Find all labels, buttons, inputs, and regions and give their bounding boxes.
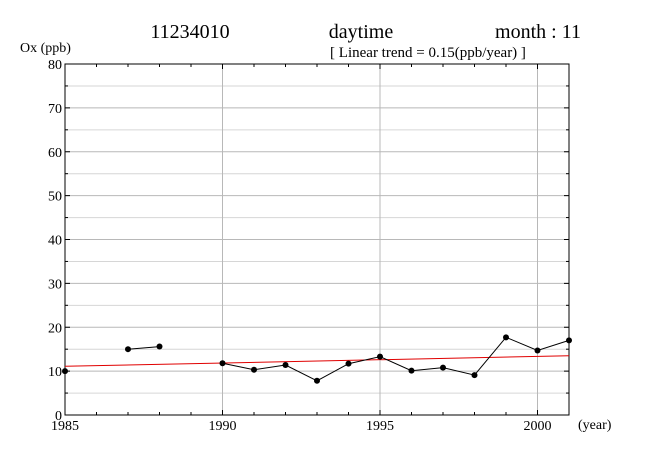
- data-point: [534, 347, 541, 354]
- series-layer: [62, 334, 572, 384]
- trend-line: [64, 355, 570, 367]
- data-point: [440, 364, 446, 371]
- data-point: [219, 360, 226, 367]
- y-tick-label: 60: [48, 146, 62, 161]
- data-point: [377, 353, 383, 360]
- data-point: [251, 366, 257, 373]
- y-tick-label: 50: [48, 190, 62, 205]
- trend-layer: [64, 355, 570, 367]
- data-point: [503, 334, 509, 341]
- data-point: [314, 377, 320, 384]
- y-tick-label: 70: [48, 102, 62, 117]
- y-tick-label: 20: [48, 321, 62, 336]
- x-tick-label: 1985: [51, 419, 79, 434]
- y-tick-label: 40: [48, 234, 62, 249]
- x-tick-label: 1995: [366, 419, 394, 434]
- data-point: [62, 368, 68, 375]
- y-tick-label: 0: [55, 409, 62, 424]
- station-id: 11234010: [150, 21, 229, 43]
- month-label: month : 11: [495, 21, 581, 43]
- y-tick-label: 10: [48, 365, 62, 380]
- trend-label: [ Linear trend = 0.15(ppb/year) ]: [330, 45, 526, 61]
- y-tick-label: 80: [48, 58, 62, 73]
- x-tick-label: 2000: [524, 419, 552, 434]
- data-point: [282, 361, 289, 368]
- data-point: [471, 372, 478, 379]
- tick-labels: 0 10 20 30 40 50 60 70 80 1985 1990 1995 2000: [48, 58, 552, 434]
- data-point: [156, 343, 163, 350]
- data-point: [345, 360, 352, 367]
- data-point: [125, 346, 131, 353]
- y-tick-label: 30: [48, 277, 62, 292]
- series-line: [127, 346, 160, 350]
- series-line: [222, 336, 570, 382]
- period-label: daytime: [329, 21, 394, 43]
- grid: [64, 63, 570, 416]
- y-axis-label: Ox (ppb): [20, 41, 71, 56]
- x-axis-label: (year): [578, 418, 612, 433]
- data-point: [566, 337, 572, 344]
- data-point: [408, 367, 415, 374]
- x-tick-label: 1990: [209, 419, 237, 434]
